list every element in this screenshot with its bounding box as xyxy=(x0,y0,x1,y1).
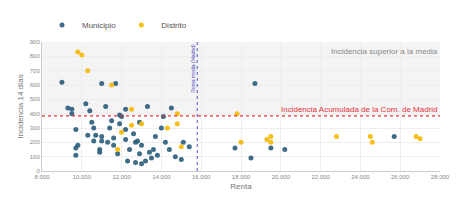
svg-text:700: 700 xyxy=(30,68,41,74)
svg-text:12.000: 12.000 xyxy=(112,174,131,180)
svg-text:14.000: 14.000 xyxy=(152,174,171,180)
svg-text:26.000: 26.000 xyxy=(391,174,410,180)
svg-text:800: 800 xyxy=(30,53,41,59)
svg-text:Incidencia Acumulada de la Com: Incidencia Acumulada de la Com. de Madri… xyxy=(281,105,438,114)
svg-text:600: 600 xyxy=(30,82,41,88)
svg-text:200: 200 xyxy=(30,139,41,145)
svg-text:500: 500 xyxy=(30,96,41,102)
svg-text:Municipio: Municipio xyxy=(82,21,116,30)
svg-text:Distrito: Distrito xyxy=(161,21,186,30)
svg-text:300: 300 xyxy=(30,125,41,131)
svg-text:0: 0 xyxy=(36,168,40,174)
svg-text:Incidencia superior a la media: Incidencia superior a la media xyxy=(331,47,438,56)
svg-text:8.000: 8.000 xyxy=(34,174,50,180)
svg-text:900: 900 xyxy=(30,39,41,45)
svg-text:10.000: 10.000 xyxy=(73,174,92,180)
svg-text:16.000: 16.000 xyxy=(192,174,211,180)
svg-text:Incidencia 14 días: Incidencia 14 días xyxy=(16,74,25,139)
svg-text:18.000: 18.000 xyxy=(232,174,251,180)
svg-text:22.000: 22.000 xyxy=(311,174,330,180)
svg-text:20.000: 20.000 xyxy=(272,174,291,180)
svg-text:Renta media (Madrid): Renta media (Madrid) xyxy=(190,44,196,93)
svg-text:100: 100 xyxy=(30,154,41,160)
svg-text:400: 400 xyxy=(30,111,41,117)
svg-text:24.000: 24.000 xyxy=(351,174,370,180)
svg-text:Renta: Renta xyxy=(230,182,252,191)
svg-text:28.000: 28.000 xyxy=(431,174,450,180)
